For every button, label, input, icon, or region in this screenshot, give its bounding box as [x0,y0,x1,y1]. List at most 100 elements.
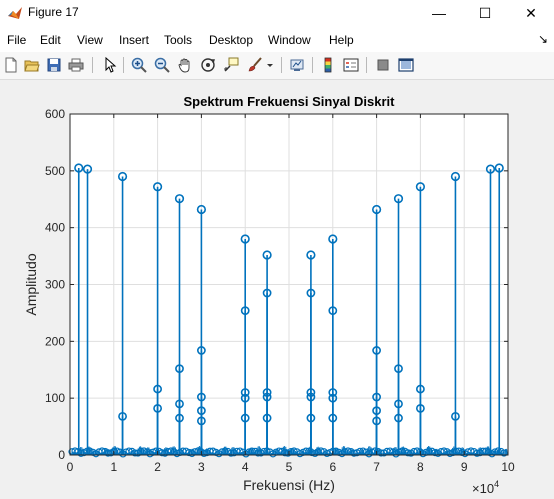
x-tick-label: 4 [242,460,249,474]
menu-window[interactable]: Window [268,33,311,47]
pointer-icon[interactable] [101,56,119,74]
noise-marker [290,447,298,455]
window-title: Figure 17 [28,5,79,19]
new-figure-icon[interactable] [2,56,20,74]
link-plot-icon[interactable] [288,56,306,74]
side-lobe-marker [328,388,338,397]
dock-icon[interactable]: ↘ [537,32,548,46]
peak-marker [153,182,163,192]
peak-marker [393,194,404,204]
legend-icon[interactable] [342,56,360,74]
minimize-button[interactable]: — [432,5,446,21]
hide-plot-tools-icon[interactable] [374,56,392,74]
noise-marker [344,447,352,455]
peak-marker [82,164,93,174]
noise-marker [221,447,229,455]
show-plot-tools-icon[interactable] [397,56,415,74]
y-axis-label: Amplitudo [23,253,39,315]
rotate-3d-icon[interactable] [199,56,217,74]
side-lobe-marker [328,393,338,403]
brush-dropdown-icon[interactable] [265,56,275,74]
x-tick-label: 7 [373,460,380,474]
menu-bar: File Edit View Insert Tools Desktop Wind… [0,26,554,52]
x-tick-label: 9 [461,460,468,474]
side-lobe-marker [196,406,206,416]
peak-marker [306,250,316,260]
noise-marker [77,449,85,457]
menu-edit[interactable]: Edit [40,33,61,47]
menu-desktop[interactable]: Desktop [209,33,254,47]
side-lobe-marker [306,388,316,397]
colorbar-icon[interactable] [319,56,337,74]
menu-view[interactable]: View [77,33,103,47]
peak-marker [450,171,461,182]
side-lobe-marker [175,399,184,409]
side-lobe-marker [451,411,460,421]
close-button[interactable]: ✕ [525,4,537,21]
menu-help[interactable]: Help [329,33,354,47]
side-lobe-marker [372,406,381,416]
side-lobe-marker [262,388,272,397]
side-lobe-marker [153,403,162,413]
side-lobe-marker [240,388,250,397]
x-tick-label: 6 [329,460,336,474]
side-lobe-marker [240,393,250,403]
brush-icon[interactable] [246,56,264,74]
peak-marker [494,163,504,173]
side-lobe-marker [394,413,403,423]
menu-tools[interactable]: Tools [164,33,193,47]
figure-toolbar [0,52,554,80]
noise-marker [317,447,325,455]
x-tick-label: 5 [286,460,293,474]
maximize-button[interactable]: ☐ [478,4,492,21]
side-lobe-marker [240,413,250,423]
x-axis-exponent-power: 4 [494,479,499,489]
side-lobe-marker [394,364,403,374]
y-tick-label: 600 [45,107,65,121]
open-file-icon[interactable] [23,56,41,74]
x-axis-exponent: ×104 [472,479,499,496]
data-cursor-icon[interactable] [222,56,240,74]
zoom-out-icon[interactable] [153,56,171,74]
y-tick-label: 100 [45,391,65,405]
noise-marker [323,449,331,458]
y-tick-label: 500 [45,164,65,178]
y-tick-label: 200 [45,334,65,348]
side-lobe-marker [196,416,206,426]
pan-icon[interactable] [176,56,194,74]
side-lobe-marker [240,306,250,316]
noise-marker [500,449,508,457]
save-icon[interactable] [45,56,63,74]
side-lobe-marker [306,413,316,423]
side-lobe-marker [262,392,272,402]
x-axis-exponent-base: ×10 [472,481,494,496]
noise-marker [71,447,79,455]
x-tick-label: 1 [110,460,117,474]
side-lobe-marker [262,288,272,298]
x-tick-label: 10 [501,460,515,474]
print-icon[interactable] [67,56,85,74]
x-tick-label: 8 [417,460,424,474]
peak-marker [485,164,496,174]
x-tick-label: 3 [198,460,205,474]
noise-marker [98,447,106,455]
menu-insert[interactable]: Insert [119,33,150,47]
x-tick-label: 0 [67,460,74,474]
peak-marker [262,250,272,260]
side-lobe-marker [262,413,272,423]
peak-marker [117,171,128,182]
toolbar-separator [92,57,93,73]
side-lobe-marker [328,413,338,423]
noise-marker [446,449,454,458]
chart-title: Spektrum Frekuensi Sinyal Diskrit [184,94,396,109]
figure-canvas: 0 1 2 3 4 5 6 7 8 9 10 0 100 200 300 400 500 600 Spektrum… [0,80,554,499]
toolbar-separator [123,57,124,73]
side-lobe-marker [153,384,162,394]
menu-file[interactable]: File [7,33,27,47]
side-lobe-marker [415,403,425,413]
zoom-in-icon[interactable] [130,56,148,74]
peak-marker [240,234,250,244]
y-tick-label: 400 [45,221,65,235]
peak-marker [415,182,426,192]
